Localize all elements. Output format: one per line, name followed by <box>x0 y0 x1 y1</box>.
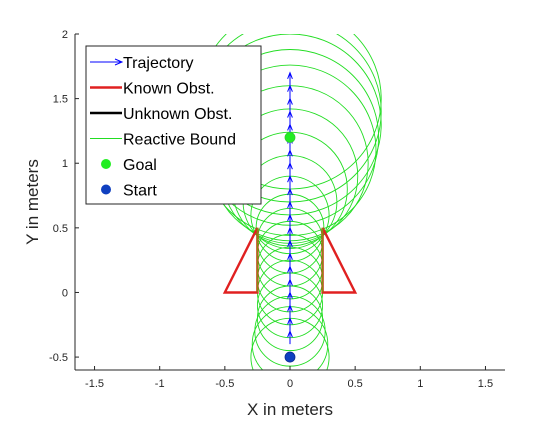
trajectory-arrows <box>287 71 293 345</box>
obstacles <box>222 227 358 294</box>
legend-swatch-start <box>101 184 111 195</box>
legend-label-bound: Reactive Bound <box>123 132 236 149</box>
x-axis-label: X in meters <box>247 400 333 419</box>
markers <box>284 131 296 363</box>
trajectory-arrow-head <box>287 71 293 79</box>
known-obstacle <box>321 227 358 294</box>
x-tick-label: -0.5 <box>215 378 234 390</box>
y-tick-label: 0.5 <box>53 223 68 235</box>
y-tick-label: 1.5 <box>53 94 68 106</box>
y-axis-label: Y in meters <box>23 159 42 245</box>
axes: -1.5 -1 -0.5 0 0.5 1 1.5 -0.5 0 0.5 1 1.5 2 X in mete… <box>23 29 505 419</box>
legend-label-unknown: Unknown Obst. <box>123 106 232 123</box>
legend-swatch-goal <box>101 159 111 169</box>
x-tick-label: -1.5 <box>85 378 104 390</box>
legend: Trajectory Known Obst. Unknown Obst. Reacti… <box>85 45 262 205</box>
goal-marker <box>284 131 296 143</box>
y-tick-label: 1 <box>62 158 68 170</box>
legend-swatch-arrow-head <box>114 58 124 66</box>
x-tick-label: 1.5 <box>478 378 493 390</box>
y-tick-label: -0.5 <box>49 352 68 364</box>
known-obstacle <box>222 227 259 294</box>
x-tick-label: -1 <box>155 378 165 390</box>
y-tick-label: 2 <box>62 29 68 41</box>
legend-label-trajectory: Trajectory <box>123 55 194 72</box>
x-tick-label: 0.5 <box>348 378 363 390</box>
legend-label-start: Start <box>123 183 157 200</box>
x-tick-label: 1 <box>417 378 423 390</box>
legend-label-goal: Goal <box>123 157 157 174</box>
x-tick-label: 0 <box>287 378 293 390</box>
legend-box <box>85 45 262 205</box>
legend-label-known: Known Obst. <box>123 81 215 98</box>
y-tick-label: 0 <box>62 287 68 299</box>
start-marker <box>284 351 296 363</box>
